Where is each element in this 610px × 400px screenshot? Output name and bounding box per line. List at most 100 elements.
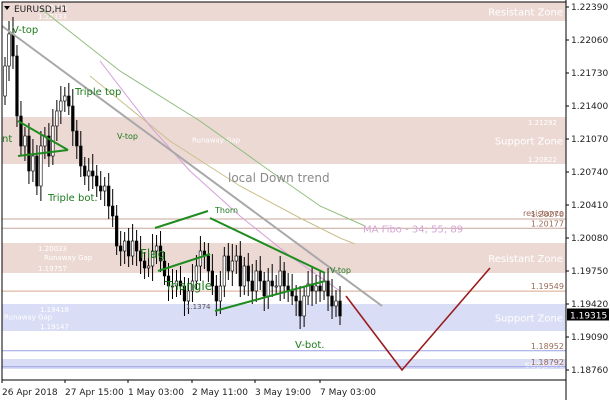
annotation-2: V-top — [117, 132, 138, 141]
annotation-6: Flag — [140, 247, 165, 261]
annotation-9: V-bot. — [295, 340, 324, 351]
candle-body — [91, 170, 95, 177]
candle-body — [19, 115, 23, 147]
zone-small-label-1-0: 1.21292 — [528, 119, 557, 127]
candle-body — [15, 55, 19, 117]
zone-band-1 — [2, 117, 566, 164]
candle-body — [206, 255, 210, 272]
down-trend-line — [1, 25, 383, 307]
candle-body — [150, 250, 155, 267]
candle-body — [59, 100, 63, 112]
candle-body — [226, 255, 230, 272]
candle-body — [274, 285, 278, 288]
candle-body — [250, 280, 254, 292]
zone-small-label-3-0: 1.19418 — [40, 306, 69, 314]
candle-body — [103, 185, 107, 192]
zone-sublabel-2: Runaway Gap — [44, 254, 93, 262]
candle-body — [282, 270, 286, 287]
pattern-line-0 — [17, 120, 69, 151]
zone-sublabel-3: Runaway Gap — [4, 314, 53, 322]
candle-body — [258, 270, 262, 282]
x-tick-label-2: 1 May 03:00 — [128, 388, 184, 398]
zone-small-label-2-0: 1.20033 — [38, 245, 67, 253]
candle-body — [194, 265, 199, 282]
candle-body — [198, 250, 203, 267]
y-tick-label-6: 1.20410 — [571, 201, 608, 211]
symbol-label: EURUSD,H1 — [14, 5, 67, 15]
candle-body — [214, 285, 218, 302]
ma-fibo-label: MA Fibo - 34; 55; 89 — [363, 224, 463, 235]
candle-body — [138, 250, 143, 262]
candle-body — [55, 110, 59, 127]
x-tick-label-0: 26 Apr 2018 — [2, 388, 58, 398]
candle-body — [7, 33, 11, 67]
candle-body — [262, 280, 266, 297]
candle-body — [334, 300, 338, 307]
candle-body — [190, 280, 195, 292]
candle-body — [115, 215, 119, 247]
annotation-10: local Down trend — [228, 171, 330, 185]
y-tick-label-9: 1.19420 — [571, 300, 608, 310]
candle-body — [174, 280, 179, 287]
annotation-11: 1.1374 — [186, 303, 211, 311]
candle-body — [154, 245, 159, 252]
candle-body — [79, 145, 83, 167]
y-tick-label-3: 1.21400 — [571, 102, 608, 112]
annotation-7: Triangle — [164, 279, 212, 293]
candle-body — [306, 283, 310, 297]
candle-body — [146, 265, 151, 269]
candle-body — [266, 280, 270, 297]
y-tick-label-4: 1.21070 — [571, 135, 608, 145]
y-tick-label-7: 1.20080 — [571, 234, 608, 244]
y-tick-label-2: 1.21730 — [571, 69, 608, 79]
candle-body — [127, 240, 131, 257]
candle-body — [142, 260, 147, 269]
level-text-0: resistance — [523, 209, 564, 218]
y-tick-label-0: 1.22390 — [571, 3, 608, 13]
candle-body — [75, 130, 79, 147]
candle-body — [302, 295, 306, 317]
candle-body — [67, 95, 71, 107]
y-tick-label-10: 1.19090 — [571, 333, 608, 343]
candle-body — [182, 285, 187, 302]
candle-body — [11, 33, 15, 57]
annotation-0: V-top — [12, 25, 38, 36]
annotation-3: nt — [2, 134, 12, 145]
current-price-label: 1.19315 — [570, 312, 607, 322]
candle-body — [27, 135, 31, 172]
candle-body — [119, 245, 123, 252]
annotation-8: V-top — [330, 266, 351, 275]
zone-small-label-3-1: 1.19147 — [40, 323, 69, 331]
candle-body — [170, 285, 175, 288]
candle-body — [166, 275, 171, 287]
candle-body — [314, 285, 318, 292]
candle-body — [238, 255, 242, 287]
y-tick-label-1: 1.22060 — [571, 36, 608, 46]
candle-body — [330, 295, 334, 307]
candle-body — [23, 135, 27, 147]
candle-body — [230, 260, 234, 272]
zone-sublabel-1: Runaway Gap — [192, 137, 241, 145]
pattern-line-5 — [214, 280, 326, 312]
candle-body — [111, 205, 115, 217]
zone-band-0 — [2, 2, 566, 21]
candle-body — [99, 185, 103, 192]
candle-body — [123, 240, 127, 252]
moving-average-0 — [39, 7, 366, 227]
candle-body — [71, 105, 75, 132]
candle-body — [294, 295, 298, 302]
x-tick-label-4: 3 May 19:00 — [255, 388, 311, 398]
candle-body — [158, 245, 163, 262]
annotation-1: Triple top — [74, 87, 121, 98]
zone-label-2: Resistant Zone — [488, 254, 563, 265]
candle-body — [3, 65, 7, 97]
candle-body — [178, 280, 183, 287]
zone-label-0: Resistant Zone — [488, 8, 563, 19]
candle-body — [218, 285, 222, 302]
y-tick-label-5: 1.20740 — [571, 168, 608, 178]
candle-body — [63, 95, 67, 102]
x-tick-label-3: 2 May 11:00 — [192, 388, 248, 398]
pattern-line-4 — [209, 217, 326, 274]
